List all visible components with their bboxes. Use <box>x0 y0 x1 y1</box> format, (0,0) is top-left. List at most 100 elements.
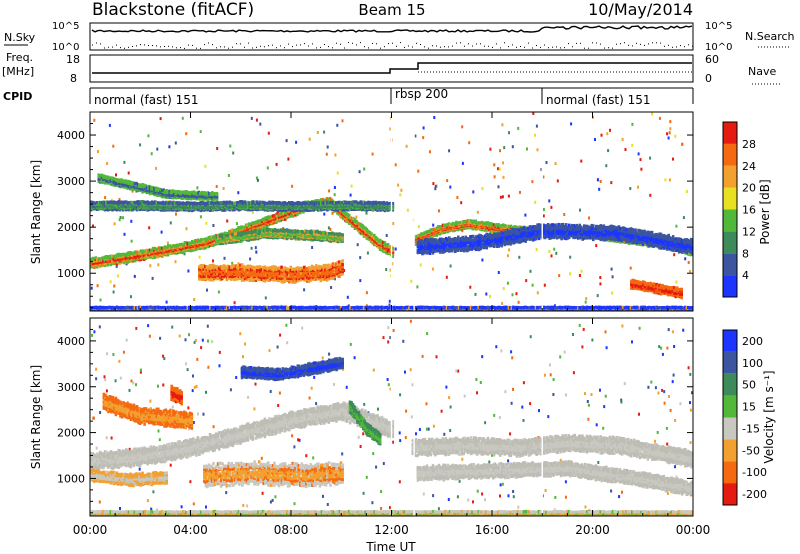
scatter-cell <box>110 198 113 202</box>
scatter-cell <box>149 264 152 268</box>
echo-cell <box>106 258 110 262</box>
scatter-cell <box>685 190 688 193</box>
echo-cell <box>344 211 348 215</box>
scatter-cell <box>385 268 388 271</box>
freq-tick-8: 8 <box>70 72 77 85</box>
scatter-cell <box>543 283 546 287</box>
nsearch-dot <box>268 45 269 47</box>
scatter-cell <box>336 171 339 175</box>
scatter-cell <box>553 247 556 251</box>
echo-cell <box>103 262 107 266</box>
scatter-cell <box>389 268 392 272</box>
scatter-cell <box>333 277 336 281</box>
nsearch-dot <box>160 46 161 48</box>
scatter-cell <box>493 163 496 167</box>
cpid-label: CPID <box>3 90 32 103</box>
nsearch-dot <box>356 44 357 46</box>
nsearch-dot <box>328 46 329 48</box>
nsearch-dot <box>244 46 245 48</box>
scatter-cell <box>343 269 346 272</box>
scatter-cell <box>588 216 590 220</box>
nsearch-dot <box>360 42 361 44</box>
freq-tick-18: 18 <box>66 53 80 66</box>
scatter-cell <box>580 269 583 273</box>
scatter-cell <box>422 136 425 140</box>
echo-cell <box>97 257 101 261</box>
echo-cell <box>136 253 140 257</box>
scatter-cell <box>295 140 298 144</box>
nsearch-dot <box>124 47 125 49</box>
echo-cell <box>319 198 323 202</box>
scatter-cell <box>212 259 214 263</box>
nsearch-dot <box>588 47 589 49</box>
echo-cell <box>141 200 145 204</box>
echo-cell <box>166 201 169 205</box>
echo-cell <box>265 221 269 225</box>
nave-label: Nave <box>748 65 776 78</box>
echo-cell <box>91 200 95 205</box>
scatter-cell <box>119 216 122 219</box>
echo-cell <box>111 256 114 261</box>
nsearch-dot <box>524 46 525 48</box>
echo-cell <box>350 216 354 221</box>
scatter-cell <box>687 261 690 264</box>
echo-cell <box>106 200 110 204</box>
scatter-cell <box>526 147 528 151</box>
scatter-cell <box>112 144 115 148</box>
nsearch-dot <box>528 42 529 44</box>
echo-cell <box>91 258 95 262</box>
echo-cell <box>367 229 370 233</box>
scatter-cell <box>489 294 492 298</box>
nsearch-dot <box>636 42 637 44</box>
scatter-cell <box>666 132 669 136</box>
scatter-cell <box>682 216 685 220</box>
scatter-cell <box>151 276 154 280</box>
echo-cell <box>147 249 150 253</box>
scatter-cell <box>316 131 319 134</box>
nsearch-dot <box>388 43 389 45</box>
nsearch-dot <box>120 47 121 49</box>
scatter-cell <box>585 297 588 301</box>
nsearch-dot <box>604 47 605 49</box>
echo-cell <box>232 230 236 235</box>
echo-cell <box>333 209 336 213</box>
scatter-cell <box>595 244 598 248</box>
echo-cell <box>130 251 134 255</box>
echo-cell <box>138 250 141 254</box>
echo-cell <box>203 245 206 249</box>
scatter-cell <box>550 205 553 209</box>
echo-cell <box>371 234 375 238</box>
nsearch-dot <box>196 47 197 49</box>
echo-cell <box>147 201 151 205</box>
echo-cell <box>111 254 114 258</box>
nsearch-dot <box>208 42 209 44</box>
scatter-cell <box>667 136 670 140</box>
echo-cell <box>94 256 98 260</box>
nsearch-dot <box>164 46 165 47</box>
nsearch-dot <box>668 44 669 46</box>
nsearch-dot <box>400 42 401 44</box>
scatter-cell <box>365 291 368 295</box>
scatter-cell <box>569 255 572 259</box>
nsearch-dot <box>140 44 141 46</box>
echo-cell <box>265 215 269 220</box>
scatter-cell <box>675 224 678 228</box>
echo-cell <box>374 236 378 240</box>
echo-cell <box>109 254 113 258</box>
echo-cell <box>204 237 208 241</box>
echo-cell <box>252 223 255 227</box>
scatter-cell <box>92 224 94 228</box>
scatter-cell <box>226 219 229 223</box>
echo-cell <box>262 221 266 226</box>
echo-cell <box>148 248 152 252</box>
echo-cell <box>198 247 202 251</box>
scatter-cell <box>668 131 671 135</box>
nsearch-dot <box>672 46 673 48</box>
echo-cell <box>140 200 143 204</box>
echo-cell <box>255 220 258 224</box>
echo-cell <box>144 201 148 205</box>
scatter-cell <box>326 145 329 149</box>
scatter-cell <box>438 209 440 213</box>
scatter-cell <box>435 184 438 188</box>
echo-cell <box>94 201 98 205</box>
